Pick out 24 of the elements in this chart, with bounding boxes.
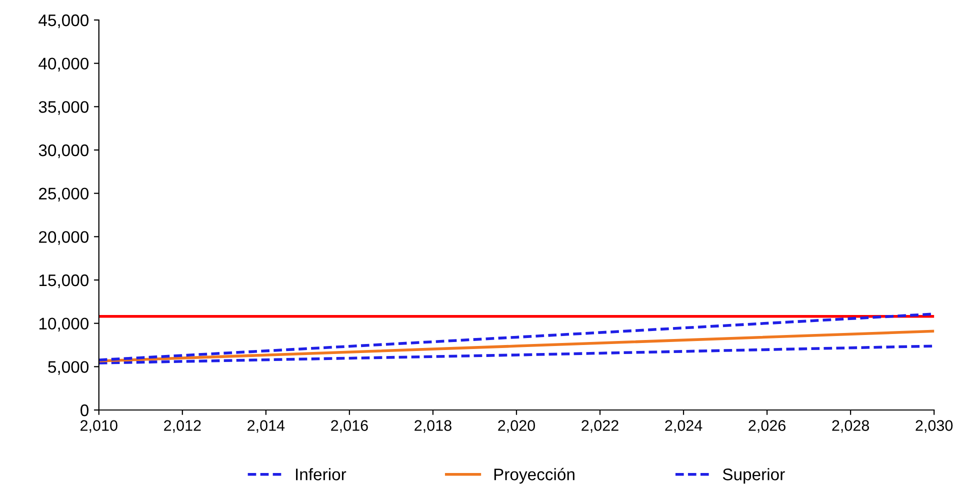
legend-label: Inferior [296,468,346,480]
x-tick-label: 2,016 [331,420,368,433]
x-tick-label: 2,028 [832,420,870,433]
x-tick-label: 2,014 [248,420,285,433]
y-tick-label: 0 [80,404,89,416]
x-tick-label: 2,012 [164,420,201,433]
y-tick-label: 15,000 [39,274,89,288]
x-tick-label: 2,024 [665,420,702,433]
y-tick-label: 45,000 [38,14,89,28]
y-tick-label: 30,000 [38,144,89,158]
y-tick-label: 35,000 [38,101,89,115]
y-tick-label: 20,000 [39,231,89,245]
legend-label: Proyección [494,468,574,484]
y-tick-label: 10,000 [39,318,89,332]
x-tick-label: 2,018 [414,420,452,433]
y-tick-label: 40,000 [38,58,89,72]
x-tick-label: 2,020 [498,420,535,433]
y-tick-label: 5,000 [48,361,89,375]
legend-label: Superior [722,468,785,484]
x-tick-label: 2,022 [582,420,618,433]
y-tick-label: 25,000 [39,188,89,202]
x-tick-label: 2,026 [748,420,786,433]
x-tick-label: 2,030 [916,420,953,433]
x-tick-label: 2,010 [80,420,118,433]
